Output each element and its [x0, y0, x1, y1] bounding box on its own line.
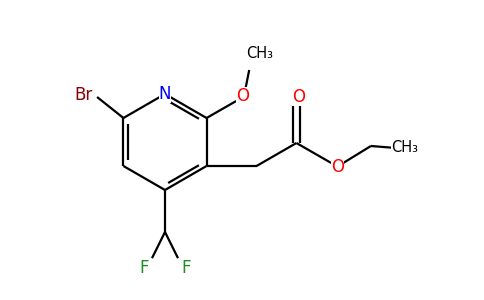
Text: CH₃: CH₃: [246, 46, 272, 62]
Text: N: N: [159, 85, 171, 103]
Text: Br: Br: [74, 86, 92, 104]
Text: O: O: [292, 88, 305, 106]
Text: O: O: [331, 158, 344, 176]
Text: F: F: [181, 259, 191, 277]
Text: F: F: [139, 259, 149, 277]
Text: CH₃: CH₃: [392, 140, 418, 155]
Text: O: O: [236, 87, 249, 105]
